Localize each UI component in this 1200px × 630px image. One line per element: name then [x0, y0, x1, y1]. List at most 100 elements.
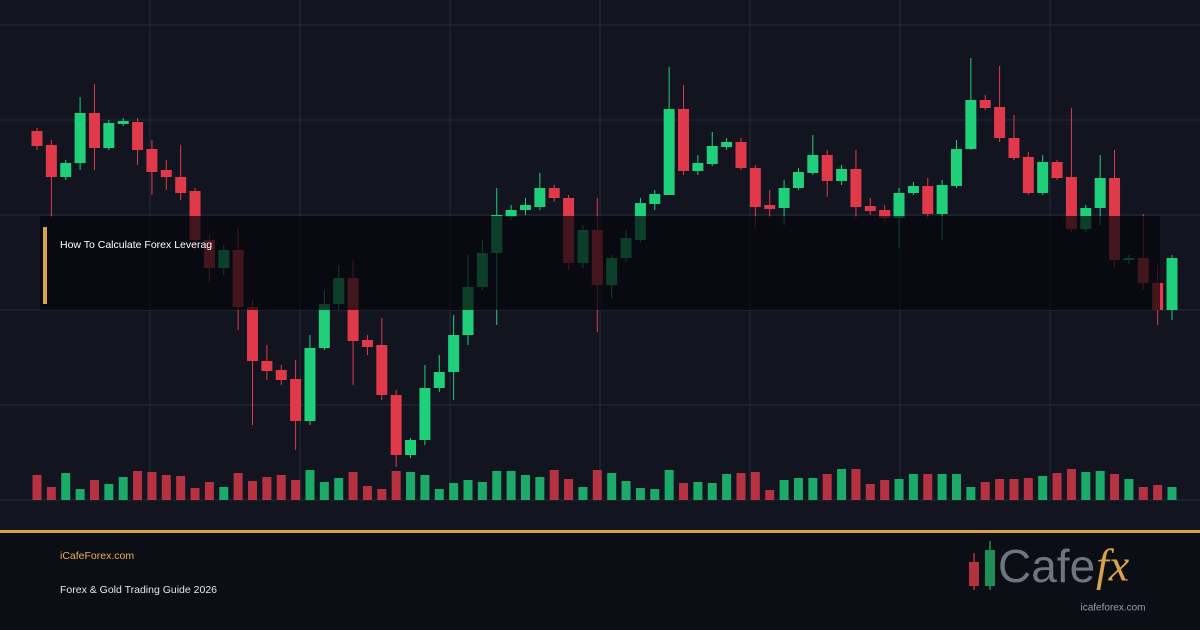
volume-bar — [1095, 471, 1105, 500]
candle-body — [663, 109, 675, 195]
candle-body — [778, 188, 790, 208]
volume-bar — [1153, 485, 1163, 500]
volume-bar — [607, 473, 617, 500]
candle-body — [1094, 178, 1106, 208]
candle-body — [1166, 258, 1178, 310]
candle-body — [1065, 177, 1077, 229]
volume-bar — [1038, 476, 1048, 500]
volume-bar — [161, 475, 171, 500]
volume-bar — [822, 474, 832, 500]
candle-body — [304, 348, 316, 421]
volume-bar — [89, 480, 99, 500]
candle-body — [950, 149, 962, 186]
candle-body — [160, 170, 172, 177]
subtitle: Forex & Gold Trading Guide 2026 — [60, 584, 217, 596]
volume-bar — [707, 483, 717, 500]
volume-bar — [262, 477, 272, 500]
candle-body — [893, 193, 905, 218]
volume-bar — [1110, 474, 1120, 500]
volume-bar — [377, 489, 387, 500]
divider — [0, 530, 1200, 533]
volume-bar — [880, 480, 890, 500]
volume-bar — [765, 490, 775, 500]
candle-body — [505, 210, 517, 217]
volume-bar — [276, 475, 286, 500]
candle-body — [907, 186, 919, 193]
candle-body — [74, 113, 86, 163]
candle-body — [936, 185, 948, 214]
volume-bar — [75, 489, 85, 500]
volume-bar — [348, 472, 358, 500]
candle-body — [821, 155, 833, 181]
title: How To Calculate Forex Leverag — [60, 239, 212, 251]
candle-body — [103, 123, 115, 148]
volume-bars — [32, 469, 1177, 500]
volume-bar — [1052, 473, 1062, 500]
candle-body — [45, 145, 57, 177]
candle-body — [1008, 138, 1020, 158]
volume-bar — [32, 475, 42, 500]
candle-body — [390, 395, 402, 455]
volume-bar — [463, 480, 473, 500]
candle-body — [678, 109, 690, 171]
volume-bar — [908, 474, 918, 500]
volume-bar — [894, 479, 904, 500]
candle-body — [462, 287, 474, 335]
volume-bar — [793, 478, 803, 500]
candle-body — [922, 186, 934, 214]
candle-body — [519, 205, 531, 210]
candle-body — [175, 177, 187, 193]
candle-body — [649, 194, 661, 204]
volume-bar — [219, 487, 229, 500]
volume-bar — [420, 475, 430, 500]
candle-body — [965, 100, 977, 149]
volume-bar — [248, 481, 258, 500]
candle-body — [132, 122, 144, 150]
volume-bar — [104, 484, 114, 500]
volume-bar — [851, 469, 861, 500]
volume-bar — [1124, 479, 1134, 500]
candle-body — [764, 205, 776, 209]
volume-bar — [1167, 487, 1177, 500]
candle-body — [433, 372, 445, 388]
logo-url: icafeforex.com — [1080, 603, 1145, 614]
volume-bar — [750, 472, 760, 500]
footer — [0, 533, 1200, 630]
volume-bar — [578, 487, 588, 500]
volume-bar — [865, 484, 875, 500]
volume-bar — [133, 471, 143, 500]
candle-body — [1022, 157, 1034, 193]
candle-body — [419, 388, 431, 440]
volume-bar — [406, 472, 416, 500]
volume-bar — [204, 482, 214, 500]
volume-bar — [147, 472, 157, 500]
candle-body — [864, 206, 876, 211]
volume-bar — [621, 481, 631, 500]
volume-bar — [1138, 487, 1148, 500]
volume-bar — [1023, 478, 1033, 500]
volume-bar — [535, 477, 545, 500]
volume-bar — [923, 474, 933, 500]
volume-bar — [837, 469, 847, 500]
volume-bar — [1066, 469, 1076, 500]
candle-body — [146, 149, 158, 172]
candle-body — [189, 191, 201, 240]
volume-bar — [635, 488, 645, 500]
candle-body — [1037, 162, 1049, 193]
candle-body — [1051, 162, 1063, 178]
title-band — [40, 216, 1160, 310]
candle-body — [361, 340, 373, 347]
volume-bar — [334, 478, 344, 500]
candle-body — [318, 304, 330, 348]
logo-word: Cafe — [998, 540, 1095, 592]
logo-mark: fx — [1096, 540, 1130, 591]
site-name: iCafeForex.com — [60, 550, 134, 562]
candle-body — [88, 113, 100, 148]
volume-bar — [736, 473, 746, 500]
candle-body — [60, 163, 72, 177]
volume-bar — [176, 476, 186, 500]
volume-bar — [722, 474, 732, 500]
candle-body — [534, 188, 546, 207]
candle-body — [979, 100, 991, 108]
volume-bar — [291, 480, 301, 500]
